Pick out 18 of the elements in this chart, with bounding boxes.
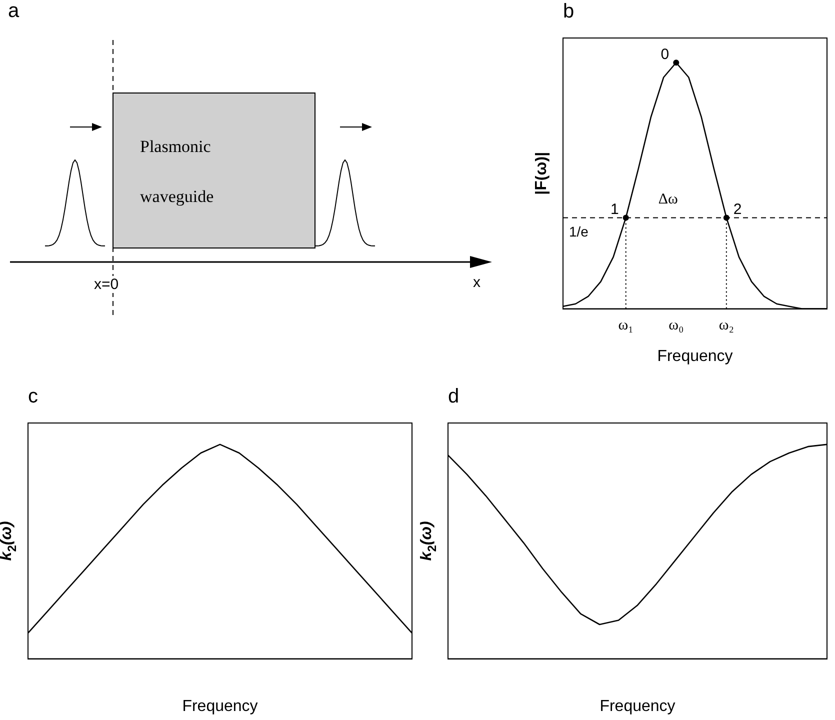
- ref-line-label: 1/e: [569, 224, 589, 240]
- x-axis-title: Frequency: [600, 698, 676, 715]
- annotation: 0: [660, 46, 670, 63]
- text: x=0: [92, 276, 121, 293]
- chart-title: b: [563, 0, 574, 23]
- annotation: 1: [610, 200, 619, 218]
- x-axis-title: Frequency: [657, 348, 733, 365]
- chart-title: c: [28, 386, 38, 408]
- x-tick-label: ω₁: [618, 318, 634, 334]
- x-tick-label: ω₂: [718, 318, 734, 334]
- x-tick-label: ω₀: [668, 318, 684, 334]
- text: a: [8, 0, 20, 23]
- x-axis-title: Frequency: [182, 698, 258, 715]
- text: Plasmonic waveguide: [140, 137, 214, 206]
- chart-title: d: [448, 386, 460, 408]
- text: x: [473, 274, 480, 291]
- annotation: Δω: [658, 192, 678, 208]
- annotation: 2: [733, 200, 742, 218]
